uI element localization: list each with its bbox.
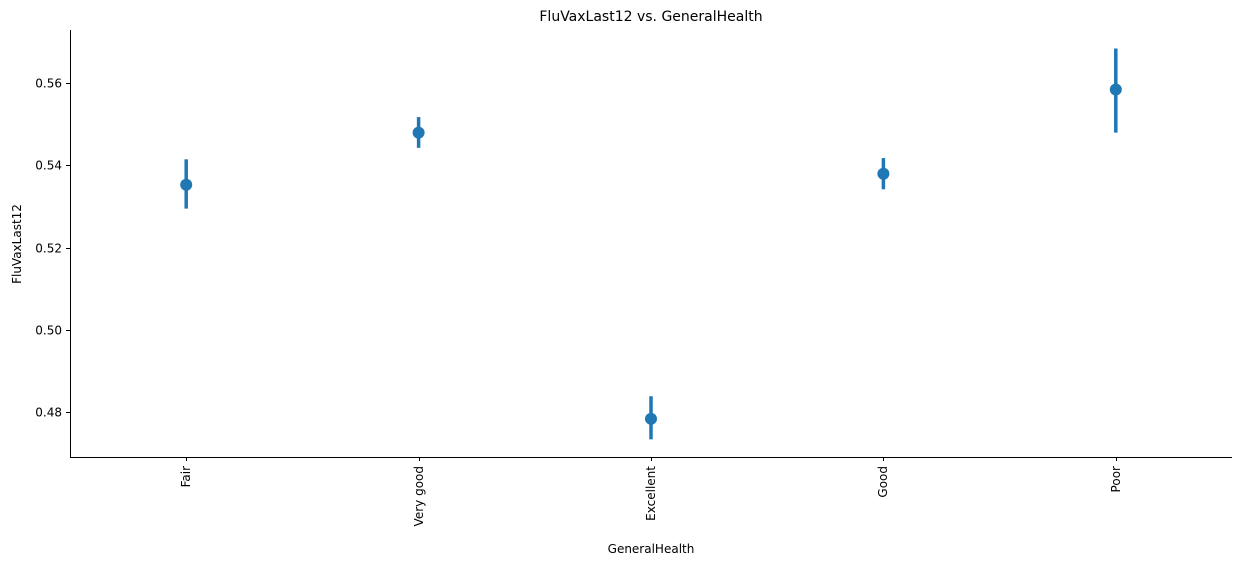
y-axis-label: FluVaxLast12	[10, 204, 24, 284]
x-axis-label: GeneralHealth	[608, 542, 695, 556]
data-point	[877, 167, 890, 180]
error-bars	[184, 48, 1118, 440]
x-ticks: Fair Very good Excellent Good Poor	[179, 457, 1123, 526]
y-tick-label: 0.50	[35, 324, 62, 338]
data-point	[412, 126, 425, 139]
data-points	[180, 83, 1122, 425]
y-tick-label: 0.52	[35, 242, 62, 256]
y-tick-label: 0.48	[35, 406, 62, 420]
y-tick-label: 0.56	[35, 77, 62, 91]
x-tick-label: Fair	[179, 466, 193, 487]
x-tick-label: Good	[876, 466, 890, 498]
y-tick-label: 0.54	[35, 159, 62, 173]
data-point	[645, 412, 657, 425]
chart-title: FluVaxLast12 vs. GeneralHealth	[539, 9, 762, 25]
x-tick-label: Poor	[1109, 466, 1123, 492]
data-point	[1109, 83, 1122, 96]
y-ticks: 0.48 0.50 0.52 0.54 0.56	[35, 77, 70, 420]
x-tick-label: Excellent	[644, 466, 658, 521]
x-tick-label: Very good	[412, 466, 426, 526]
data-point	[180, 178, 193, 191]
